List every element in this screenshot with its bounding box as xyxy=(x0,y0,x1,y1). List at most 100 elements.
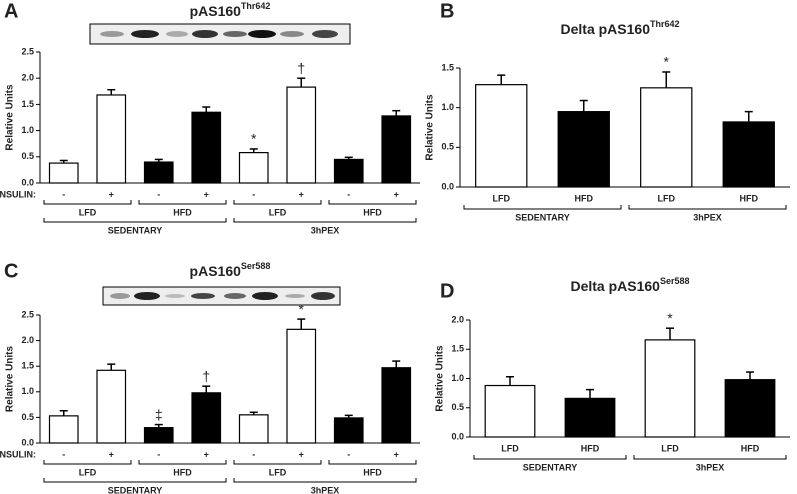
x-tick-label: - xyxy=(157,189,160,199)
x-tick-label: HFD xyxy=(581,443,600,453)
bar xyxy=(333,158,364,184)
chart-title: Delta pAS160Ser588 xyxy=(570,276,689,293)
annotation: * xyxy=(299,301,305,317)
group-label: 3hPEX xyxy=(311,485,340,494)
chart-title: pAS160Thr642 xyxy=(190,1,271,18)
bracket xyxy=(328,200,417,205)
diet-label: HFD xyxy=(173,467,192,477)
diet-label: LFD xyxy=(269,207,287,217)
bar xyxy=(640,87,693,188)
x-tick-label: + xyxy=(204,449,209,459)
diet-label: LFD xyxy=(269,467,287,477)
chart-title: Delta pAS160Thr642 xyxy=(561,19,680,36)
diet-label: HFD xyxy=(363,207,382,217)
bracket xyxy=(233,478,417,483)
bar xyxy=(238,414,269,444)
y-tick-label: 2.5 xyxy=(21,46,34,56)
insulin-label: INSULIN: xyxy=(0,189,36,199)
y-tick-label: 1.0 xyxy=(451,373,464,383)
y-tick-label: 0.5 xyxy=(451,402,464,412)
bracket xyxy=(463,205,622,210)
y-tick-label: 0.0 xyxy=(21,177,34,187)
bracket xyxy=(43,478,227,483)
x-tick-label: LFD xyxy=(661,443,679,453)
title-main: Delta pAS160 xyxy=(570,278,660,294)
bracket xyxy=(233,460,322,465)
bar xyxy=(286,328,317,444)
x-tick-label: + xyxy=(299,189,304,199)
bracket xyxy=(43,218,227,223)
y-axis-label: Relative Units xyxy=(5,345,16,412)
y-tick-label: 2.0 xyxy=(21,335,34,345)
bar xyxy=(191,392,222,444)
x-tick-label: + xyxy=(109,449,114,459)
x-tick-label: LFD xyxy=(658,193,676,203)
bracket xyxy=(328,460,417,465)
x-tick-label: - xyxy=(62,449,65,459)
x-tick-label: HFD xyxy=(575,193,594,203)
x-tick-label: + xyxy=(299,449,304,459)
group-label: SEDENTARY xyxy=(108,485,163,494)
bracket xyxy=(633,455,787,460)
group-label: SEDENTARY xyxy=(108,225,163,235)
title-main: pAS160 xyxy=(190,263,242,279)
bar xyxy=(722,121,775,188)
x-tick-label: - xyxy=(62,189,65,199)
x-tick-label: + xyxy=(394,189,399,199)
title-sup: Thr642 xyxy=(241,1,271,11)
group-label: 3hPEX xyxy=(311,225,340,235)
y-axis-label: Relative Units xyxy=(5,84,16,151)
bar xyxy=(484,384,536,438)
panel-label: B xyxy=(440,0,454,22)
title-sup: Ser588 xyxy=(241,261,271,271)
y-tick-label: 0.0 xyxy=(21,437,34,447)
bar xyxy=(96,94,127,184)
y-tick-label: 0.0 xyxy=(451,431,464,441)
annotation: * xyxy=(664,54,670,70)
y-tick-label: 2.5 xyxy=(21,309,34,319)
bar xyxy=(724,379,776,438)
y-tick-label: 2.0 xyxy=(451,314,464,324)
panel-label: D xyxy=(440,280,454,302)
bracket xyxy=(473,455,627,460)
bar xyxy=(333,417,364,444)
y-tick-label: 1.0 xyxy=(21,386,34,396)
title-main: Delta pAS160 xyxy=(561,21,651,37)
x-tick-label: + xyxy=(394,449,399,459)
y-tick-label: 1.0 xyxy=(21,125,34,135)
x-tick-label: LFD xyxy=(493,193,511,203)
bracket xyxy=(43,200,132,205)
annotation: ‡ xyxy=(155,406,163,422)
x-tick-label: - xyxy=(252,449,255,459)
bracket xyxy=(138,200,227,205)
y-tick-label: 1.5 xyxy=(441,62,454,72)
diet-label: HFD xyxy=(173,207,192,217)
x-tick-label: - xyxy=(157,449,160,459)
bracket xyxy=(233,200,322,205)
bar xyxy=(381,367,412,444)
bar xyxy=(48,415,79,444)
y-tick-label: 1.5 xyxy=(21,99,34,109)
insulin-label: INSULIN: xyxy=(0,449,36,459)
group-label: 3hPEX xyxy=(696,462,725,472)
diet-label: HFD xyxy=(363,467,382,477)
bar xyxy=(238,152,269,184)
annotation: * xyxy=(251,131,257,147)
y-tick-label: 2.0 xyxy=(21,73,34,83)
diet-label: LFD xyxy=(79,467,97,477)
bar xyxy=(143,427,174,444)
bracket xyxy=(138,460,227,465)
bar xyxy=(286,86,317,184)
bar xyxy=(564,397,616,438)
blot-a xyxy=(89,23,351,45)
y-tick-label: 0.5 xyxy=(21,412,34,422)
bracket xyxy=(43,460,132,465)
bar xyxy=(143,161,174,184)
annotation: * xyxy=(667,310,673,326)
blot-c xyxy=(102,286,341,306)
chart-title: pAS160Ser588 xyxy=(190,261,271,278)
x-tick-label: + xyxy=(204,189,209,199)
title-sup: Thr642 xyxy=(650,19,680,29)
y-tick-label: 1.5 xyxy=(21,361,34,371)
